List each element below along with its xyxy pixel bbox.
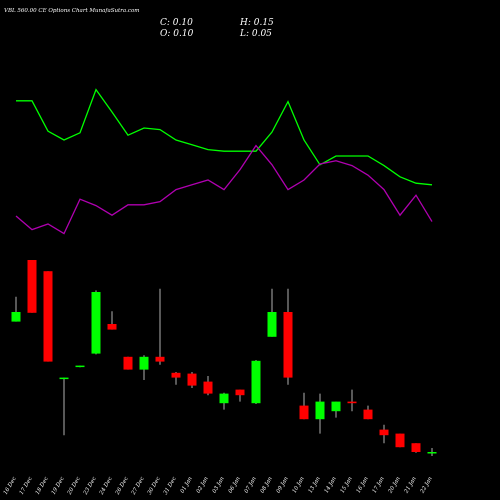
candle-body [379, 429, 389, 436]
candle-body [251, 360, 261, 404]
candle-body [427, 452, 437, 454]
candle-body [299, 405, 309, 420]
candle-body [235, 389, 245, 396]
candle-body [75, 365, 85, 368]
candle-body [203, 381, 213, 394]
candle-body [267, 312, 277, 337]
candle-body [27, 260, 37, 313]
candle-body [315, 401, 325, 420]
indicator-line [16, 88, 433, 186]
candle-body [11, 312, 21, 322]
indicator-line [15, 144, 433, 235]
candle-body [107, 324, 117, 330]
candle-body [219, 393, 229, 404]
candle-body [123, 356, 133, 370]
candle-body [331, 401, 341, 412]
open-label: O: 0.10 [160, 29, 194, 39]
chart-title: VBL 560.00 CE Options Chart MunafaSutra.… [4, 8, 140, 14]
low-label: L: 0.05 [239, 29, 272, 39]
candle-body [43, 271, 53, 362]
candle-body [363, 409, 373, 420]
candle-body [411, 443, 421, 452]
candle-body [171, 372, 181, 378]
close-label: C: 0.10 [160, 18, 193, 28]
candle-body [139, 356, 149, 370]
candle-body [155, 356, 165, 362]
candle-body [395, 433, 405, 448]
candle-body [59, 377, 69, 380]
candle-body [187, 373, 197, 386]
high-label: H: 0.15 [239, 18, 274, 28]
candle-body [283, 312, 293, 378]
candle-body [91, 292, 101, 354]
candle-body [347, 401, 357, 404]
